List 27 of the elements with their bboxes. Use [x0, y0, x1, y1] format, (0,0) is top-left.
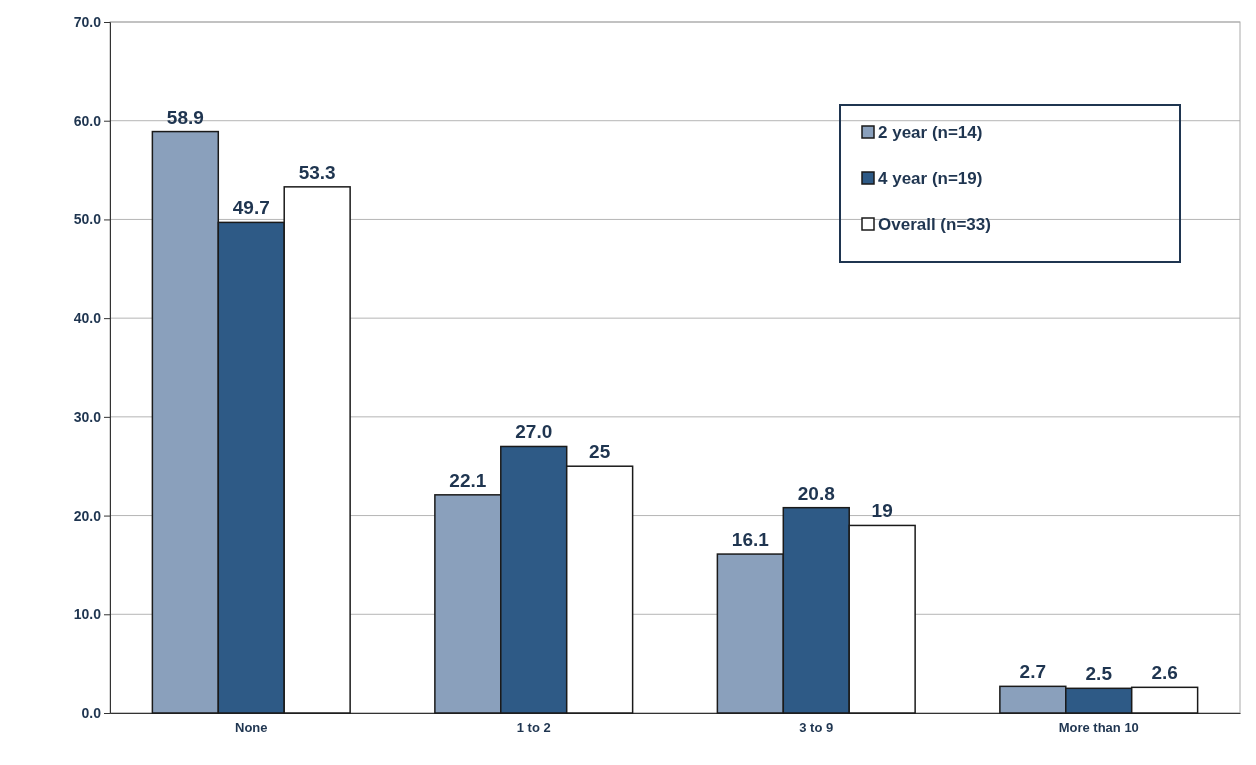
data-label: 27.0 — [515, 421, 553, 443]
data-label: 49.7 — [232, 197, 270, 219]
y-tick-label: 70.0 — [73, 13, 102, 30]
y-tick-label: 40.0 — [73, 310, 102, 327]
data-label: 20.8 — [797, 482, 835, 504]
x-tick-label: None — [235, 719, 268, 735]
x-tick-label: 1 to 2 — [516, 719, 551, 735]
legend-label: 4 year (n=19) — [878, 169, 983, 188]
data-label: 53.3 — [298, 161, 336, 183]
data-label: 16.1 — [731, 529, 770, 551]
data-label: 58.9 — [166, 106, 204, 128]
y-tick-label: 60.0 — [73, 112, 102, 129]
y-tick-label: 50.0 — [73, 211, 102, 228]
x-tick-label: 3 to 9 — [799, 719, 834, 735]
x-tick-label: More than 10 — [1058, 719, 1139, 735]
data-label: 25 — [589, 441, 611, 463]
data-label: 22.1 — [449, 469, 487, 491]
data-label: 2.5 — [1085, 663, 1113, 685]
data-label: 2.7 — [1019, 661, 1047, 683]
y-tick-label: 10.0 — [73, 606, 102, 623]
y-tick-label: 20.0 — [73, 507, 102, 524]
legend-label: 2 year (n=14) — [878, 123, 983, 142]
y-tick-label: 30.0 — [73, 408, 102, 425]
data-label: 2.6 — [1151, 662, 1178, 684]
data-label: 19 — [871, 500, 893, 522]
y-tick-label: 0.0 — [81, 704, 102, 721]
legend-label: Overall (n=33) — [878, 215, 991, 234]
